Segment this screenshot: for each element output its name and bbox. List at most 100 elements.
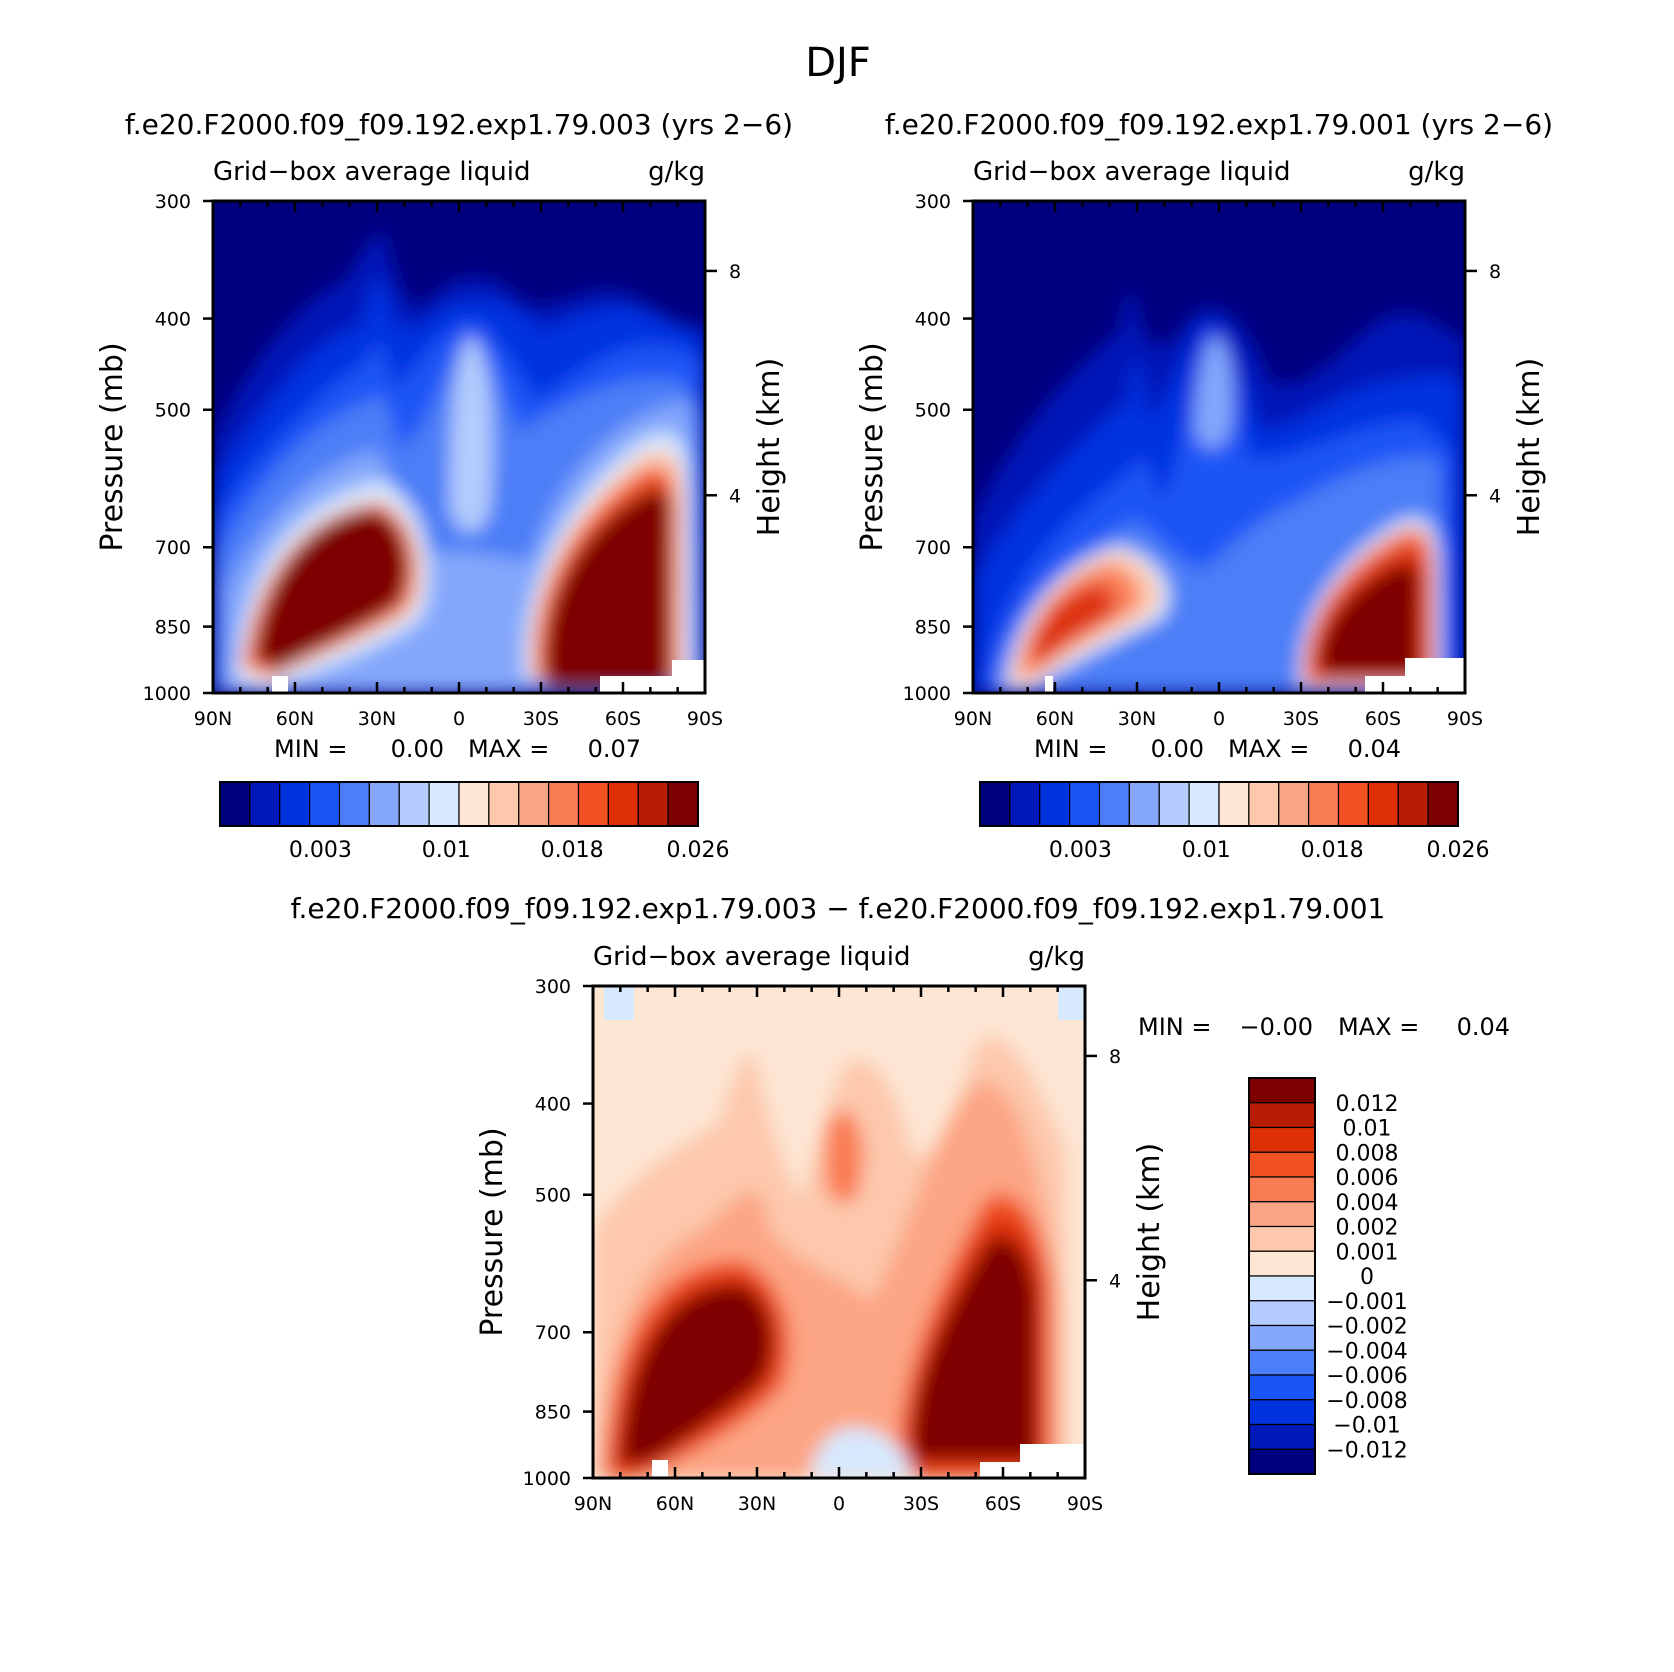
x-tick-label: 60S [605, 708, 641, 730]
x-tick-label: 30S [903, 1493, 939, 1515]
colorbar-label: 0.018 [541, 838, 604, 863]
y-tick-label: 850 [535, 1402, 571, 1424]
min-label: MIN = [1138, 1013, 1211, 1041]
colorbar-box [1248, 1151, 1316, 1178]
colorbar-label: 0.008 [1336, 1141, 1399, 1166]
colorbar-box [1248, 1349, 1316, 1376]
panel-title: f.e20.F2000.f09_f09.192.exp1.79.001 (yrs… [885, 108, 1553, 141]
colorbar-box [1248, 1201, 1316, 1228]
colorbar-box [1248, 1102, 1316, 1129]
panel-model-003: f.e20.F2000.f09_f09.192.exp1.79.003 (yrs… [95, 108, 793, 863]
colorbar-box [1397, 781, 1429, 827]
y-axis-label: Pressure (mb) [95, 342, 130, 551]
y2-axis-label: Height (km) [1132, 1143, 1167, 1322]
colorbar-box [1039, 781, 1071, 827]
x-tick-label: 30N [738, 1493, 776, 1515]
x-tick-label: 60S [1365, 708, 1401, 730]
colorbar-box [1128, 781, 1160, 827]
x-tick-label: 90N [194, 708, 232, 730]
max-value: 0.07 [588, 735, 641, 763]
y2-tick-label: 8 [1109, 1046, 1121, 1068]
max-label: MAX = [1228, 735, 1309, 763]
max-label: MAX = [1338, 1013, 1419, 1041]
colorbar-box [458, 781, 490, 827]
colorbar-box [1248, 1423, 1316, 1450]
colorbar-box [667, 781, 699, 827]
y-tick-label: 1000 [143, 683, 191, 705]
panel-title: f.e20.F2000.f09_f09.192.exp1.79.003 (yrs… [125, 108, 793, 141]
colorbar-box [1248, 1324, 1316, 1351]
colorbar-label: 0.026 [667, 838, 730, 863]
panel-subtitle-left: Grid−box average liquid [213, 157, 530, 187]
figure-title: DJF [805, 40, 871, 86]
colorbar-frame [219, 781, 699, 827]
x-axis-ticks: 90N 60N 30N 0 30S 60S 90S [574, 986, 1103, 1515]
panel-subtitle-right: g/kg [648, 157, 705, 187]
colorbar-label: −0.006 [1326, 1364, 1407, 1389]
x-tick-label: 60N [276, 708, 314, 730]
y2-tick-label: 4 [1489, 485, 1501, 507]
x-tick-label: 30N [358, 708, 396, 730]
colorbar-box [1248, 1126, 1316, 1153]
x-tick-label: 90S [1067, 1493, 1103, 1515]
colorbar-box [607, 781, 639, 827]
panel-subtitle-left: Grid−box average liquid [973, 157, 1290, 187]
colorbar-label: −0.001 [1326, 1290, 1407, 1315]
max-label: MAX = [468, 735, 549, 763]
x-tick-label: 30S [1283, 708, 1319, 730]
y-tick-label: 300 [535, 976, 571, 998]
colorbar-box [309, 781, 341, 827]
colorbar-box [368, 781, 400, 827]
colorbar-frame [979, 781, 1459, 827]
y2-axis-ticks: 84 [1465, 261, 1501, 507]
y-tick-label: 700 [535, 1322, 571, 1344]
colorbar-label: 0.01 [1182, 838, 1231, 863]
min-value: −0.00 [1239, 1013, 1313, 1041]
x-tick-label: 90S [1447, 708, 1483, 730]
colorbar-box [488, 781, 520, 827]
max-value: 0.04 [1348, 735, 1401, 763]
colorbar: 0.0120.010.0080.0060.0040.0020.0010−0.00… [1248, 1077, 1408, 1475]
colorbar-box [1248, 781, 1280, 827]
colorbar-frame [1248, 1077, 1316, 1475]
y-tick-label: 700 [155, 537, 191, 559]
contour-field [593, 986, 1085, 1478]
colorbar-label: 0.01 [1343, 1117, 1392, 1142]
x-tick-label: 30S [523, 708, 559, 730]
colorbar-box [1248, 1176, 1316, 1203]
colorbar-box [1427, 781, 1459, 827]
colorbar-box [1188, 781, 1220, 827]
colorbar-box [1248, 1448, 1316, 1475]
min-label: MIN = [274, 735, 347, 763]
colorbar-box [518, 781, 550, 827]
contour-field [973, 201, 1465, 693]
colorbar-box [577, 781, 609, 827]
y2-tick-label: 8 [1489, 261, 1501, 283]
colorbar-box [1248, 1225, 1316, 1252]
y2-axis-label: Height (km) [1512, 358, 1547, 537]
colorbar-box [1278, 781, 1310, 827]
x-axis-ticks: 90N 60N 30N 0 30S 60S 90S [954, 201, 1483, 730]
y2-tick-label: 4 [1109, 1270, 1121, 1292]
x-tick-label: 90N [574, 1493, 612, 1515]
y2-axis-ticks: 84 [705, 261, 741, 507]
colorbar-box [219, 781, 251, 827]
y-tick-label: 1000 [903, 683, 951, 705]
colorbar-box [398, 781, 430, 827]
y-tick-label: 500 [535, 1185, 571, 1207]
panel-subtitle-right: g/kg [1408, 157, 1465, 187]
colorbar-box [1248, 1275, 1316, 1302]
y-axis-ticks: 300 400 500 700 850 1000 [903, 191, 973, 705]
colorbar-box [1098, 781, 1130, 827]
colorbar-label: 0.003 [1049, 838, 1112, 863]
colorbar-box [1158, 781, 1190, 827]
y2-tick-label: 4 [729, 485, 741, 507]
max-value: 0.04 [1457, 1013, 1510, 1041]
colorbar-box [1367, 781, 1399, 827]
colorbar: 0.003 0.01 0.018 0.026 [219, 781, 730, 863]
colorbar-label: 0.002 [1336, 1216, 1399, 1241]
y-axis-label: Pressure (mb) [855, 342, 890, 551]
colorbar-box [1218, 781, 1250, 827]
colorbar-box [1069, 781, 1101, 827]
